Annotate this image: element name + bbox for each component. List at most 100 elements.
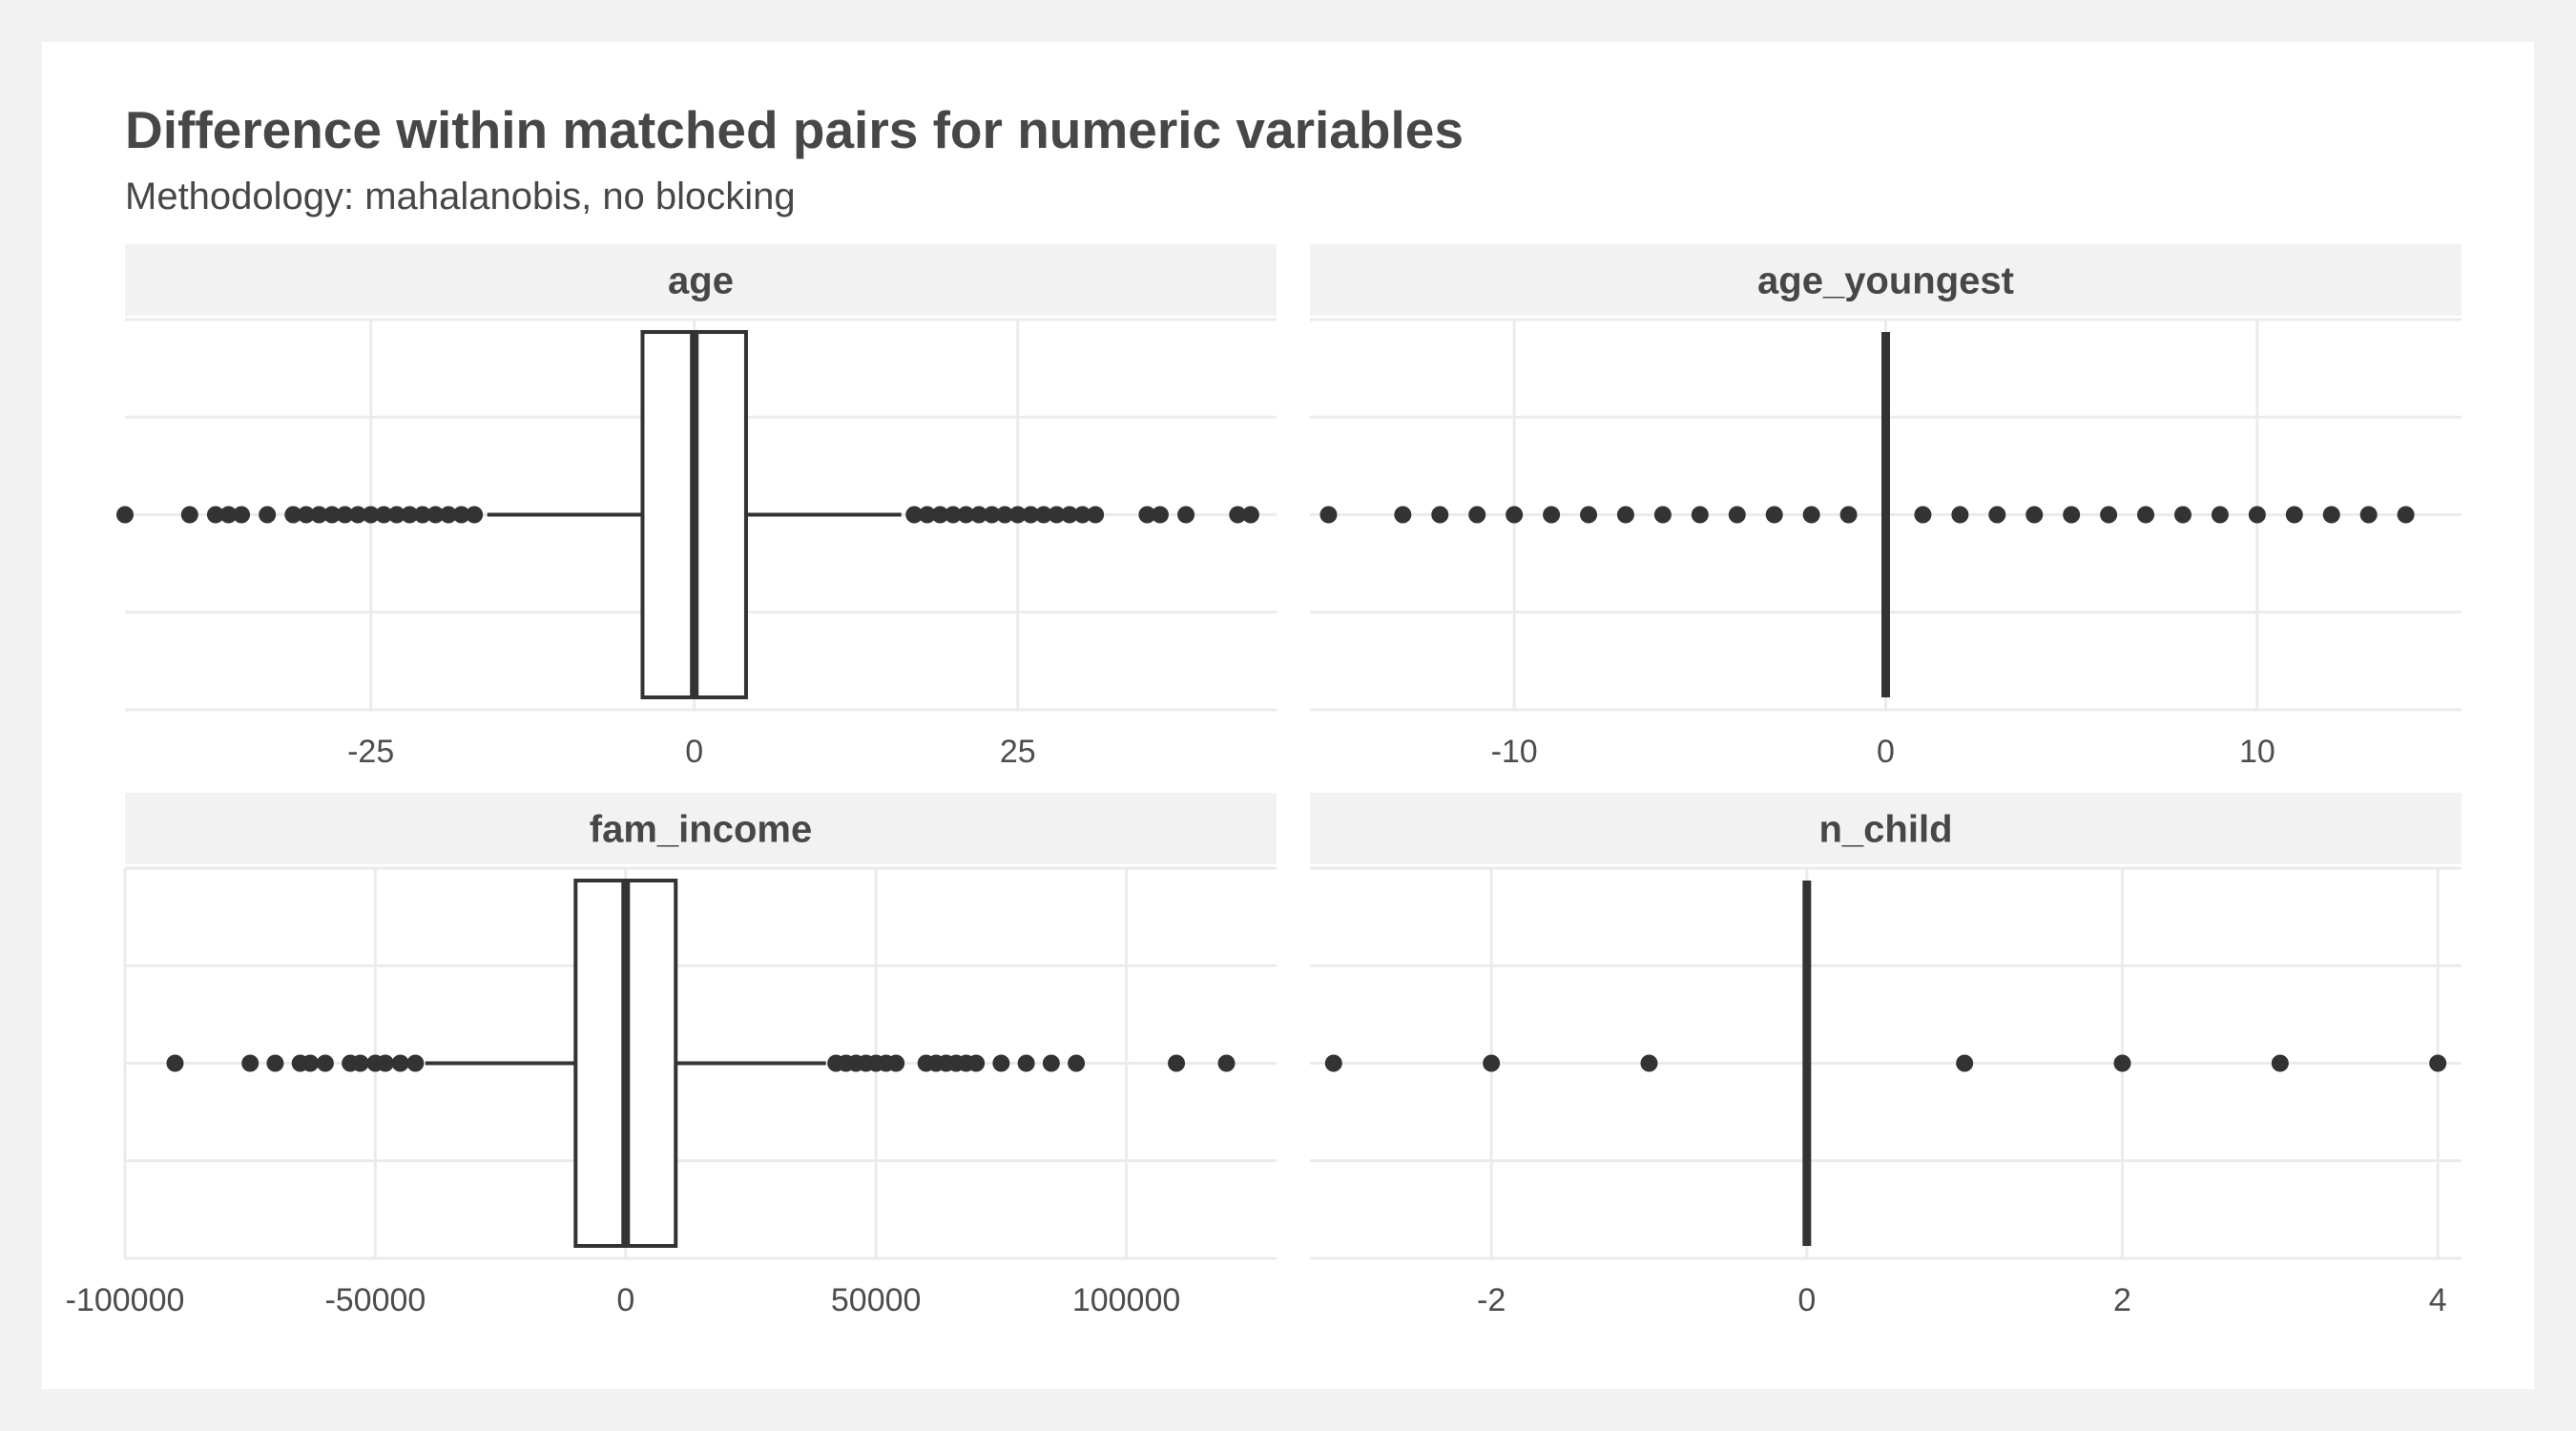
outlier-point bbox=[1640, 1054, 1658, 1072]
outlier-point bbox=[967, 1054, 986, 1072]
outlier-point bbox=[1168, 1054, 1186, 1072]
outlier-point bbox=[1151, 506, 1169, 524]
outlier-point bbox=[1956, 1054, 1974, 1072]
outlier-point bbox=[116, 506, 134, 524]
outlier-point bbox=[2113, 1054, 2131, 1072]
outlier-point bbox=[905, 506, 924, 524]
chart-subtitle: Methodology: mahalanobis, no blocking bbox=[125, 176, 796, 218]
outlier-point bbox=[2173, 506, 2192, 524]
outlier-point bbox=[376, 1054, 394, 1072]
outlier-point bbox=[1319, 506, 1338, 524]
outlier-point bbox=[1839, 506, 1858, 524]
outlier-point bbox=[1765, 506, 1783, 524]
x-tick-label: -2 bbox=[1477, 1282, 1506, 1318]
outlier-point bbox=[1653, 506, 1672, 524]
outlier-point bbox=[375, 506, 393, 524]
outlier-point bbox=[219, 506, 238, 524]
outlier-point bbox=[206, 506, 224, 524]
outlier-point bbox=[2211, 506, 2229, 524]
outlier-point bbox=[166, 1054, 184, 1072]
x-tick-label: -100000 bbox=[66, 1282, 185, 1318]
outlier-point bbox=[2322, 506, 2340, 524]
outlier-point bbox=[387, 506, 405, 524]
outlier-point bbox=[887, 1054, 905, 1072]
outlier-point bbox=[466, 506, 484, 524]
outlier-point bbox=[1580, 506, 1598, 524]
x-tick-label: 25 bbox=[1000, 734, 1036, 770]
outlier-point bbox=[1008, 506, 1027, 524]
outlier-point bbox=[322, 506, 341, 524]
outlier-point bbox=[259, 506, 277, 524]
facet-strip bbox=[1310, 244, 2462, 316]
facet-strip-label: age bbox=[668, 260, 734, 302]
outlier-point bbox=[351, 1054, 369, 1072]
outlier-point bbox=[426, 506, 445, 524]
outlier-point bbox=[440, 506, 458, 524]
outlier-point bbox=[1543, 506, 1561, 524]
outlier-point bbox=[1483, 1054, 1501, 1072]
facet-strip-label: fam_income bbox=[590, 809, 812, 851]
outlier-point bbox=[1431, 506, 1449, 524]
outlier-point bbox=[2285, 506, 2303, 524]
outlier-point bbox=[2025, 506, 2044, 524]
panel-age-youngest: age_youngest -10 0 10 bbox=[1310, 244, 2462, 770]
outlier-point bbox=[2271, 1054, 2289, 1072]
outlier-point bbox=[1241, 506, 1259, 524]
outlier-point bbox=[1691, 506, 1709, 524]
outlier-point bbox=[1073, 506, 1091, 524]
outlier-point bbox=[1177, 506, 1195, 524]
outlier-point bbox=[391, 1054, 409, 1072]
outlier-point bbox=[1988, 506, 2006, 524]
x-tick-label: 4 bbox=[2429, 1282, 2447, 1318]
outlier-point bbox=[2137, 506, 2155, 524]
x-tick-label: 10 bbox=[2239, 734, 2275, 770]
outlier-point bbox=[996, 506, 1014, 524]
outlier-point bbox=[406, 1054, 425, 1072]
panel-age: age -25 0 25 bbox=[116, 244, 1277, 770]
outlier-point bbox=[1394, 506, 1412, 524]
facet-strip-label: n_child bbox=[1818, 809, 1952, 851]
outlier-point bbox=[2100, 506, 2118, 524]
x-tick-label: 0 bbox=[616, 1282, 634, 1318]
x-tick-label: 0 bbox=[1797, 1282, 1816, 1318]
outlier-point bbox=[452, 506, 470, 524]
chart-title: Difference within matched pairs for nume… bbox=[125, 100, 1464, 159]
outlier-point bbox=[1217, 1054, 1236, 1072]
x-tick-label: 2 bbox=[2113, 1282, 2131, 1318]
x-tick-label: -25 bbox=[347, 734, 394, 770]
outlier-point bbox=[233, 506, 251, 524]
outlier-point bbox=[1951, 506, 1969, 524]
outlier-point bbox=[1068, 1054, 1086, 1072]
panel-fam-income: fam_income -100000 -50000 0 50000 100000 bbox=[66, 793, 1277, 1318]
x-tick-label: 100000 bbox=[1072, 1282, 1180, 1318]
outlier-point bbox=[349, 506, 367, 524]
outlier-point bbox=[1042, 1054, 1060, 1072]
outlier-point bbox=[1048, 506, 1066, 524]
outlier-point bbox=[180, 506, 198, 524]
outlier-point bbox=[2397, 506, 2415, 524]
panel-n-child: n_child -2 0 2 4 bbox=[1310, 793, 2462, 1318]
outlier-point bbox=[1087, 506, 1105, 524]
outlier-point bbox=[301, 1054, 320, 1072]
outlier-point bbox=[1034, 506, 1052, 524]
outlier-point bbox=[957, 506, 975, 524]
outlier-point bbox=[1914, 506, 1932, 524]
outlier-point bbox=[266, 1054, 284, 1072]
outlier-point bbox=[241, 1054, 260, 1072]
facet-strip-label: age_youngest bbox=[1757, 260, 2014, 302]
facet-strip bbox=[1310, 793, 2462, 864]
outlier-point bbox=[2429, 1054, 2447, 1072]
outlier-point bbox=[983, 506, 1001, 524]
facet-strip bbox=[125, 793, 1277, 864]
outlier-point bbox=[413, 506, 431, 524]
outlier-point bbox=[918, 506, 936, 524]
outlier-point bbox=[362, 506, 380, 524]
outlier-point bbox=[992, 1054, 1010, 1072]
x-tick-label: 0 bbox=[685, 734, 703, 770]
outlier-point bbox=[1324, 1054, 1342, 1072]
facet-strip bbox=[125, 244, 1277, 316]
outlier-point bbox=[1802, 506, 1820, 524]
outlier-point bbox=[1138, 506, 1156, 524]
outlier-point bbox=[1728, 506, 1746, 524]
